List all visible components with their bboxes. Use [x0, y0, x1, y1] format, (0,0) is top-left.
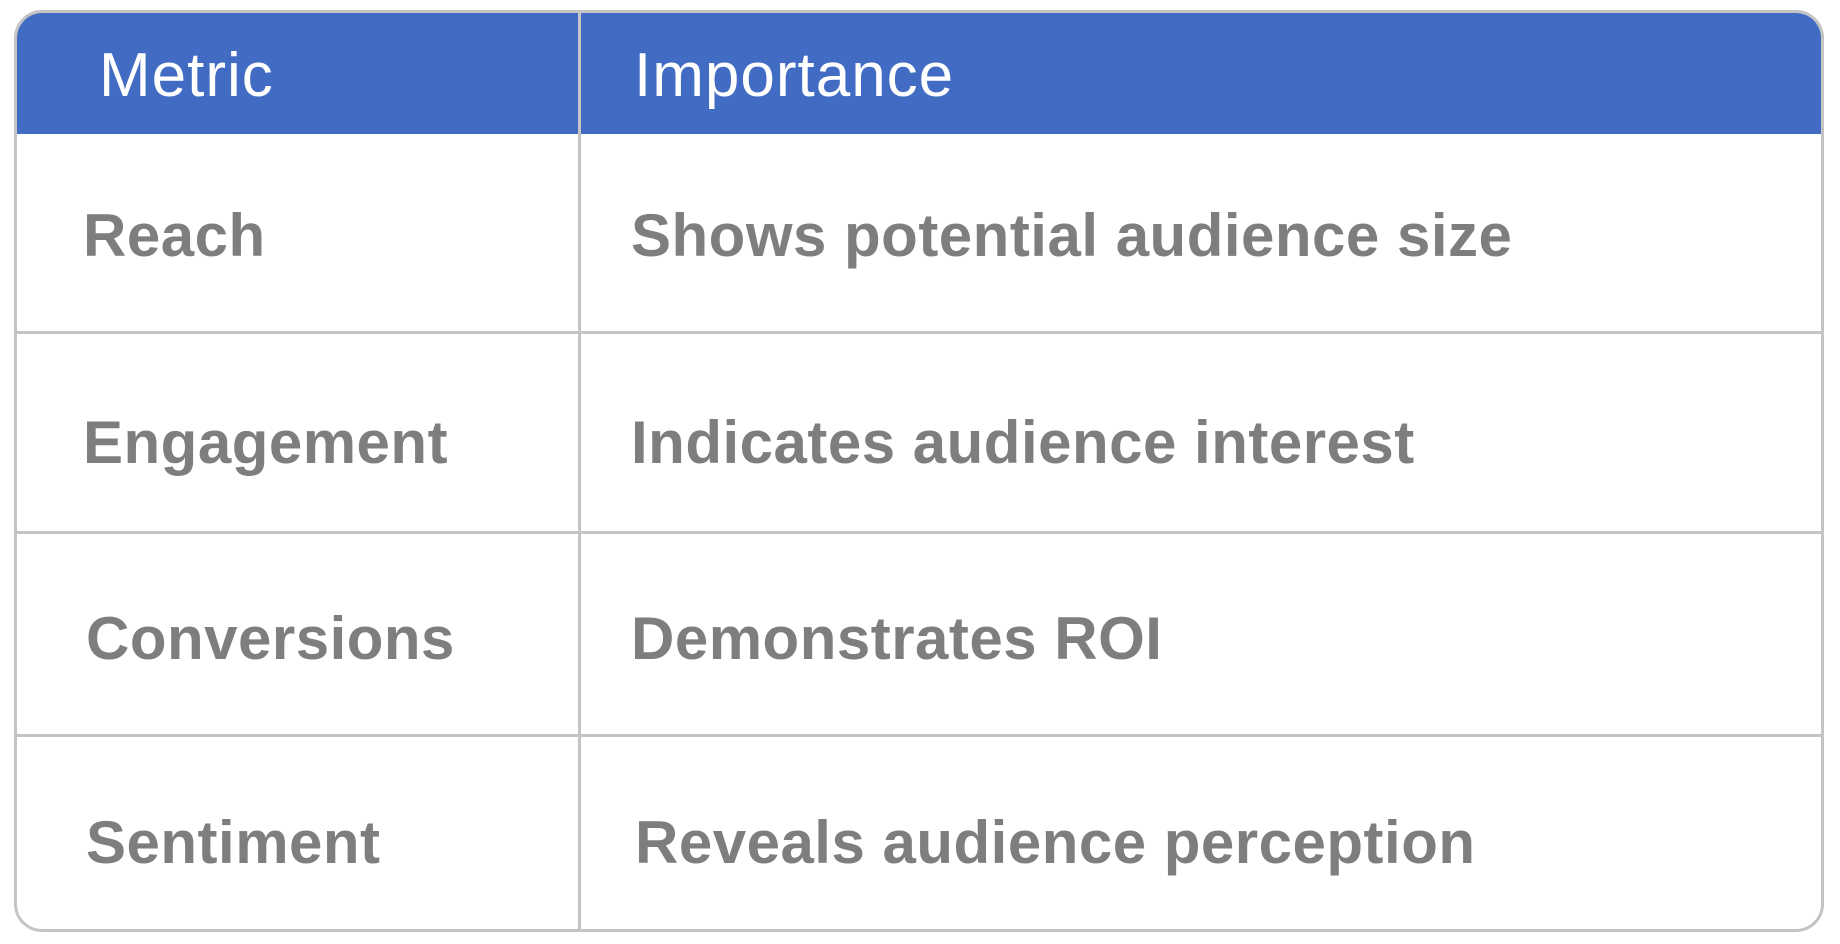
metric-cell-conversions: Conversions — [86, 605, 455, 672]
importance-cell-sentiment: Reveals audience perception — [635, 809, 1476, 876]
row-divider — [17, 734, 1821, 737]
importance-cell-conversions: Demonstrates ROI — [631, 605, 1163, 672]
row-divider — [17, 331, 1821, 334]
header-metric: Metric — [99, 41, 274, 110]
metric-cell-reach: Reach — [83, 202, 266, 269]
importance-cell-reach: Shows potential audience size — [631, 202, 1513, 269]
importance-cell-engagement: Indicates audience interest — [631, 409, 1415, 476]
table-header-row — [17, 13, 1821, 134]
column-divider — [578, 13, 581, 929]
metric-cell-sentiment: Sentiment — [86, 809, 381, 876]
header-importance: Importance — [634, 41, 955, 110]
metric-cell-engagement: Engagement — [83, 409, 449, 476]
row-divider — [17, 531, 1821, 534]
metrics-table: Metric Importance Reach Shows potential … — [14, 10, 1824, 932]
